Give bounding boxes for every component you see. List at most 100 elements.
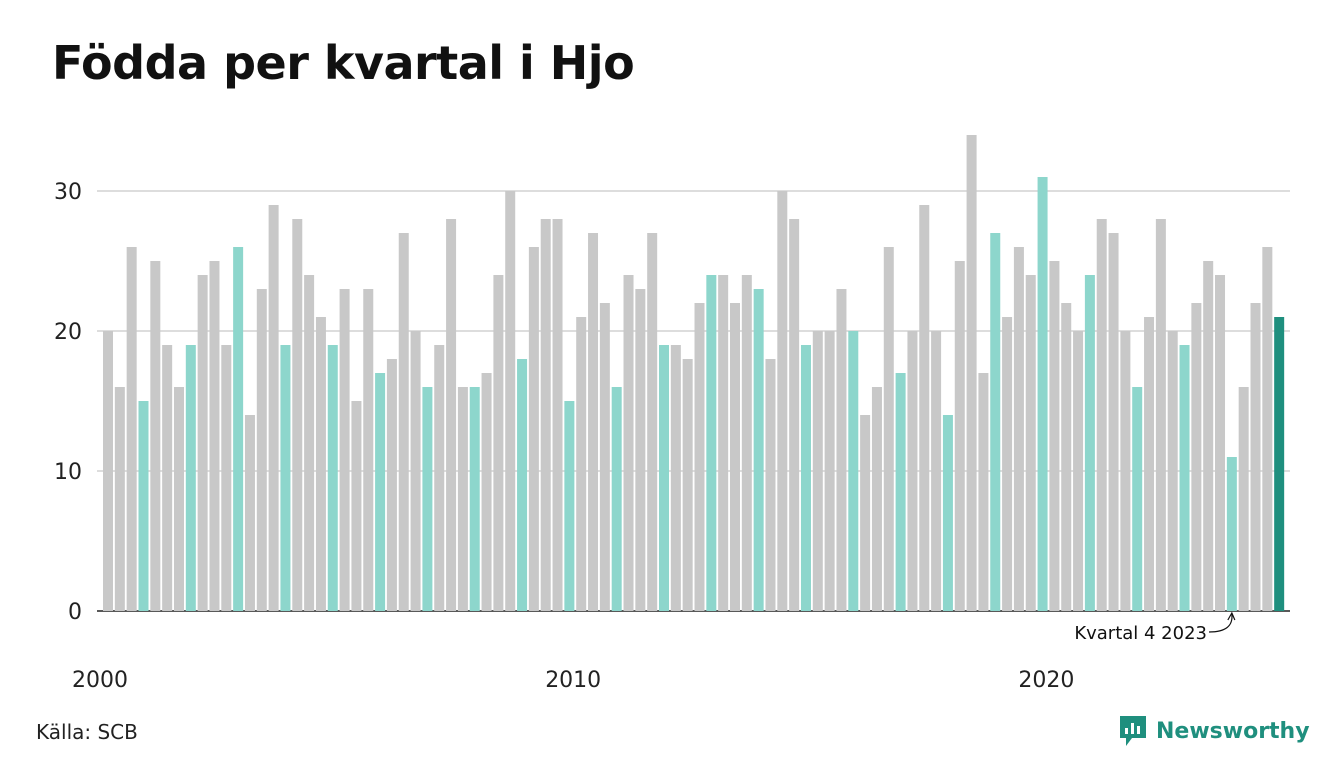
bar	[599, 303, 610, 611]
brand-logo: Newsworthy	[1118, 714, 1310, 748]
bar	[777, 191, 788, 611]
bar	[1238, 387, 1249, 611]
bar	[1002, 317, 1013, 611]
bar	[647, 233, 658, 611]
bar	[505, 191, 516, 611]
bar	[990, 233, 1001, 611]
bar	[1013, 247, 1024, 611]
source-label: Källa: SCB	[36, 720, 138, 744]
bar	[528, 247, 539, 611]
bar	[800, 345, 811, 611]
bar	[895, 373, 906, 611]
bar	[1025, 275, 1036, 611]
bar	[446, 219, 457, 611]
bar	[1167, 331, 1178, 611]
bar	[564, 401, 575, 611]
newsworthy-logo-icon	[1120, 716, 1146, 746]
bar	[244, 415, 255, 611]
annotation-label: Kvartal 4 2023	[1074, 623, 1207, 644]
bar	[1262, 247, 1273, 611]
bar	[919, 205, 930, 611]
bar	[209, 261, 220, 611]
bar	[1132, 387, 1143, 611]
bar	[670, 345, 681, 611]
bar	[753, 289, 764, 611]
bar	[1144, 317, 1155, 611]
bar	[1215, 275, 1226, 611]
bar	[1191, 303, 1202, 611]
bar	[824, 331, 835, 611]
bar	[954, 261, 965, 611]
bar	[931, 331, 942, 611]
x-axis-ticks: 2000 2010 2020	[72, 668, 1074, 693]
x-tick-label: 2000	[72, 668, 128, 693]
bar	[836, 289, 847, 611]
bar	[1108, 233, 1119, 611]
bar	[1226, 457, 1237, 611]
bar	[304, 275, 315, 611]
bar	[1084, 275, 1095, 611]
bar	[221, 345, 232, 611]
bars	[103, 135, 1285, 611]
y-axis-ticks: 0 10 20 30	[54, 180, 82, 625]
bar	[517, 359, 528, 611]
bar	[552, 219, 563, 611]
bar	[138, 401, 149, 611]
bar	[173, 387, 184, 611]
y-tick-label: 10	[54, 460, 82, 485]
bar	[375, 373, 386, 611]
bar	[611, 387, 622, 611]
bar	[1179, 345, 1190, 611]
bar	[114, 387, 125, 611]
bar	[493, 275, 504, 611]
bar	[398, 233, 409, 611]
bar	[469, 387, 480, 611]
bar	[871, 387, 882, 611]
x-tick-label: 2010	[545, 668, 601, 693]
annotation-arrow	[1208, 613, 1233, 633]
bar	[233, 247, 244, 611]
bar	[256, 289, 267, 611]
bar	[1061, 303, 1072, 611]
bar	[659, 345, 670, 611]
bar	[694, 303, 705, 611]
bar	[481, 373, 492, 611]
y-tick-label: 30	[54, 180, 82, 205]
bar	[789, 219, 800, 611]
brand-name: Newsworthy	[1156, 718, 1310, 744]
bar	[978, 373, 989, 611]
bar	[540, 219, 551, 611]
bar	[1037, 177, 1048, 611]
bar	[718, 275, 729, 611]
bar	[588, 233, 599, 611]
bar	[812, 331, 823, 611]
bar	[457, 387, 468, 611]
bar	[635, 289, 646, 611]
bar	[1096, 219, 1107, 611]
y-tick-label: 20	[54, 320, 82, 345]
bar	[1073, 331, 1084, 611]
y-tick-label: 0	[68, 600, 82, 625]
bar	[623, 275, 634, 611]
bar	[966, 135, 977, 611]
bar	[1203, 261, 1214, 611]
bar	[434, 345, 445, 611]
annotation-group: Kvartal 4 2023	[1074, 611, 1236, 644]
bar	[1155, 219, 1166, 611]
bar	[280, 345, 291, 611]
bar	[150, 261, 161, 611]
bar	[410, 331, 421, 611]
bar	[576, 317, 587, 611]
bar	[907, 331, 918, 611]
bar	[162, 345, 173, 611]
bar	[1250, 303, 1261, 611]
bar	[327, 345, 338, 611]
bar	[942, 415, 953, 611]
bar	[351, 401, 362, 611]
bar	[706, 275, 717, 611]
bar	[741, 275, 752, 611]
bar	[1049, 261, 1060, 611]
bar	[292, 219, 303, 611]
bar	[268, 205, 279, 611]
